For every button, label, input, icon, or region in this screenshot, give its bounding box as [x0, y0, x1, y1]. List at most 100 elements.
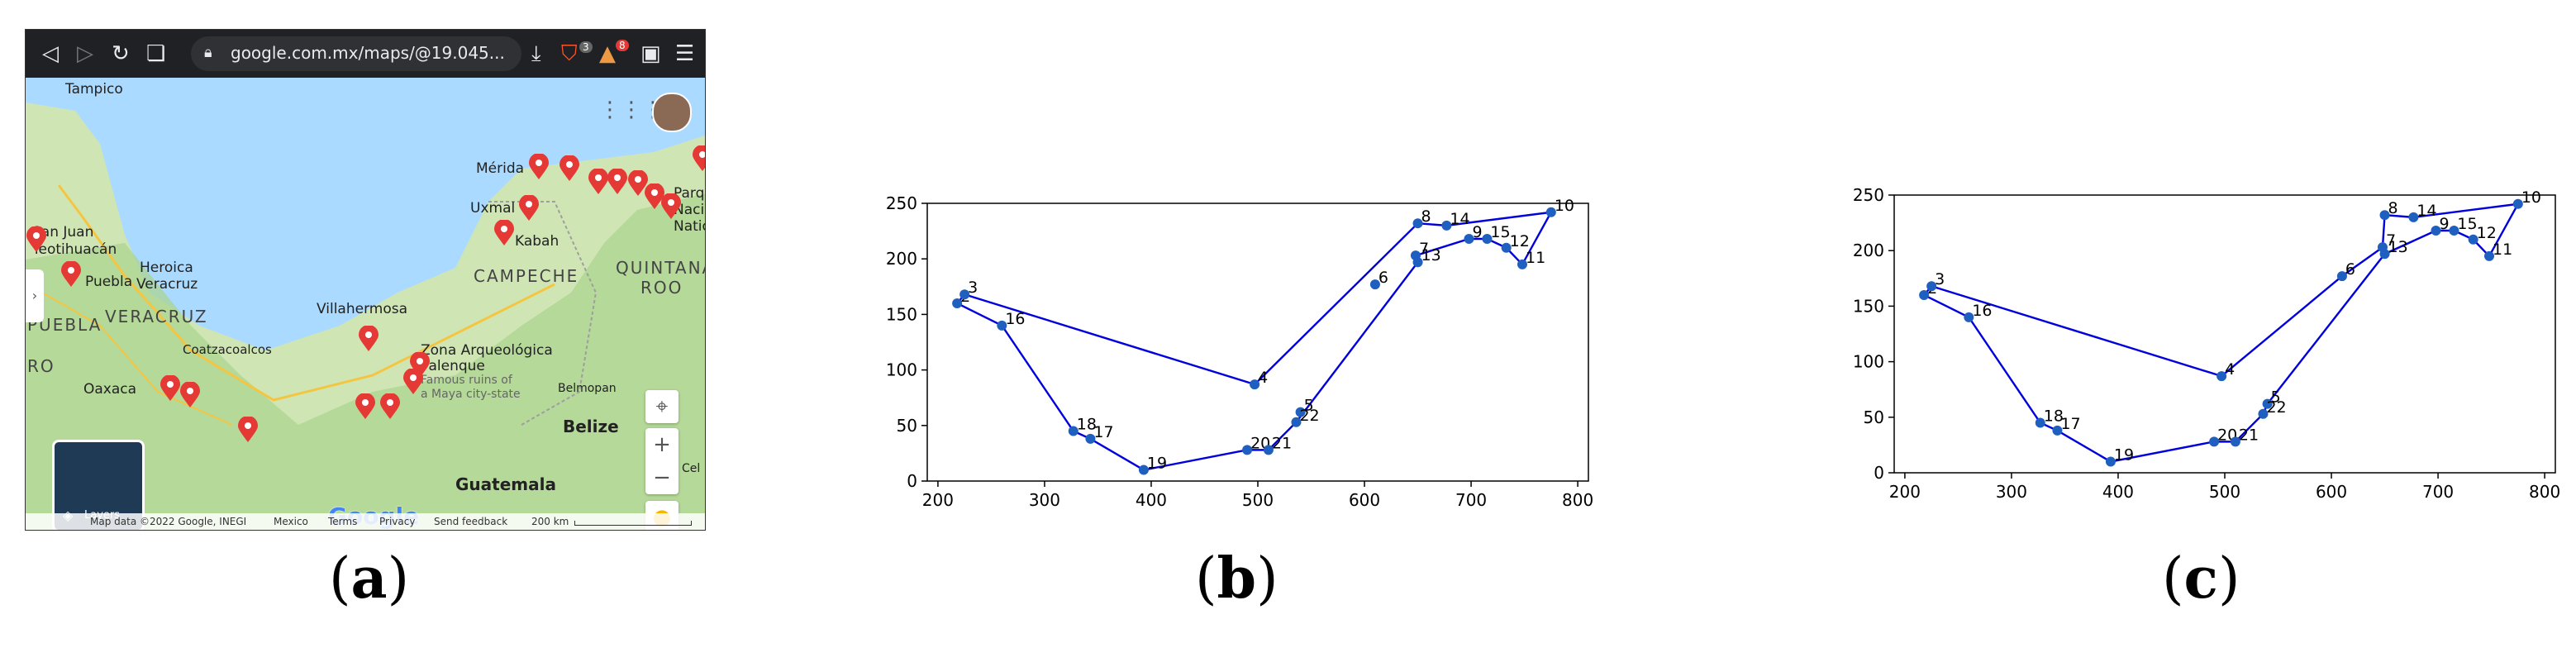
label-san-juan: San Juan — [32, 224, 94, 241]
point-5 — [2262, 398, 2273, 409]
zoom-control: + − — [645, 428, 679, 494]
map-pin[interactable] — [692, 145, 706, 172]
map-pin[interactable] — [237, 417, 259, 443]
label-naci: Naci — [674, 202, 705, 218]
label-tampico: Tampico — [65, 81, 123, 98]
label-veracruz-state: VERACRUZ — [105, 307, 208, 326]
label-cel: Cel — [682, 462, 701, 475]
map-pin[interactable] — [518, 195, 540, 222]
label-natio: Natio — [674, 218, 705, 235]
point-label: 16 — [1972, 302, 1992, 320]
map-pin[interactable] — [588, 169, 609, 195]
point-3 — [959, 289, 970, 300]
point-label: 9 — [1472, 223, 1482, 241]
point-label: 3 — [1935, 270, 1945, 288]
point-8 — [2379, 210, 2390, 221]
map-pin[interactable] — [409, 352, 431, 379]
zoom-out-button[interactable]: − — [653, 465, 671, 490]
map-pin[interactable] — [26, 226, 47, 253]
map-pin[interactable] — [644, 183, 665, 210]
point-label: 18 — [2044, 407, 2064, 426]
bookmark-icon[interactable]: ❏ — [146, 41, 166, 66]
label-guatemala: Guatemala — [455, 474, 556, 494]
label-heroica: Heroica — [140, 260, 193, 276]
avatar[interactable] — [652, 93, 692, 132]
point-label: 8 — [1421, 207, 1431, 226]
reload-icon[interactable]: ↻ — [112, 41, 130, 66]
point-label: 6 — [1378, 269, 1388, 287]
label-zona-2: Palenque — [421, 358, 485, 374]
footer-feedback[interactable]: Send feedback — [434, 516, 508, 527]
footer-country[interactable]: Mexico — [274, 516, 308, 527]
caption-a: (a) — [329, 546, 410, 612]
map-pin[interactable] — [355, 393, 376, 420]
point-label: 11 — [2493, 241, 2512, 259]
map-pin[interactable] — [379, 393, 401, 420]
alert-badge: 8 — [616, 40, 629, 51]
map-pin[interactable] — [493, 220, 515, 246]
map-view[interactable]: Tampico San Juan Teotihuacán Heroica Ver… — [26, 78, 705, 530]
sidebar-toggle[interactable]: › — [26, 269, 44, 322]
x-tick-label: 600 — [1349, 490, 1380, 510]
forward-icon[interactable]: ▷ — [77, 41, 93, 66]
point-6 — [2336, 271, 2347, 282]
point-13 — [1412, 257, 1423, 268]
x-tick-label: 400 — [1136, 490, 1167, 510]
map-pin[interactable] — [660, 193, 682, 220]
point-label: 10 — [2521, 188, 2541, 207]
point-16 — [997, 320, 1007, 331]
point-label: 7 — [2386, 231, 2396, 250]
point-15 — [2449, 226, 2459, 236]
label-teotihuacan: Teotihuacán — [32, 241, 117, 258]
install-icon[interactable]: ⤓ — [531, 41, 541, 66]
label-merida: Mérida — [476, 160, 525, 177]
map-pin[interactable] — [60, 261, 82, 288]
map-pin[interactable] — [179, 382, 201, 408]
point-5 — [1295, 407, 1306, 417]
point-label: 10 — [1555, 197, 1574, 215]
route-line — [1923, 202, 2521, 463]
x-tick-label: 700 — [2422, 482, 2454, 502]
map-pin[interactable] — [402, 369, 424, 395]
rewards-icon[interactable]: ▲ — [599, 41, 616, 66]
map-pin[interactable] — [528, 154, 550, 180]
point-label: 13 — [1421, 246, 1441, 264]
address-bar[interactable]: 🔒︎ google.com.mx/maps/@19.045... — [191, 36, 521, 71]
point-label: 19 — [1147, 455, 1167, 473]
back-icon[interactable]: ◁ — [42, 41, 59, 66]
point-22 — [2258, 408, 2269, 419]
point-label: 14 — [1450, 210, 1469, 228]
my-location-button[interactable]: ⌖ — [645, 390, 679, 423]
point-label: 21 — [2239, 426, 2259, 444]
zoom-in-button[interactable]: + — [653, 432, 671, 457]
wallet-icon[interactable]: ▣ — [640, 41, 661, 66]
y-tick-label: 100 — [886, 360, 917, 380]
map-pin[interactable] — [358, 326, 379, 352]
point-label: 22 — [2266, 398, 2286, 417]
x-tick-label: 600 — [2316, 482, 2347, 502]
x-tick-label: 800 — [2529, 482, 2560, 502]
route-chart-c: 2003004005006007008000501001502002502345… — [1853, 185, 2560, 502]
map-pin[interactable] — [627, 170, 649, 197]
point-label: 5 — [2271, 388, 2281, 407]
y-tick-label: 0 — [907, 471, 917, 491]
point-13 — [2379, 249, 2390, 260]
map-pin[interactable] — [559, 155, 580, 182]
footer-terms[interactable]: Terms — [328, 516, 358, 527]
map-pin[interactable] — [160, 375, 181, 402]
label-zona-1: Zona Arqueológica — [421, 342, 553, 359]
point-label: 17 — [1093, 423, 1113, 441]
label-ro: RO — [27, 356, 55, 376]
label-villahermosa: Villahermosa — [317, 301, 408, 317]
point-19 — [2105, 456, 2116, 467]
shield-badge: 3 — [579, 41, 593, 53]
map-pin[interactable] — [607, 169, 628, 195]
menu-icon[interactable]: ☰ — [675, 41, 695, 66]
brave-shield-icon[interactable]: ⛉ — [561, 41, 578, 66]
point-11 — [2484, 250, 2494, 261]
point-18 — [1068, 426, 1078, 436]
x-tick-label: 400 — [2102, 482, 2134, 502]
label-coatzacoalcos: Coatzacoalcos — [183, 342, 272, 357]
point-label: 7 — [1419, 240, 1429, 258]
footer-privacy[interactable]: Privacy — [379, 516, 416, 527]
